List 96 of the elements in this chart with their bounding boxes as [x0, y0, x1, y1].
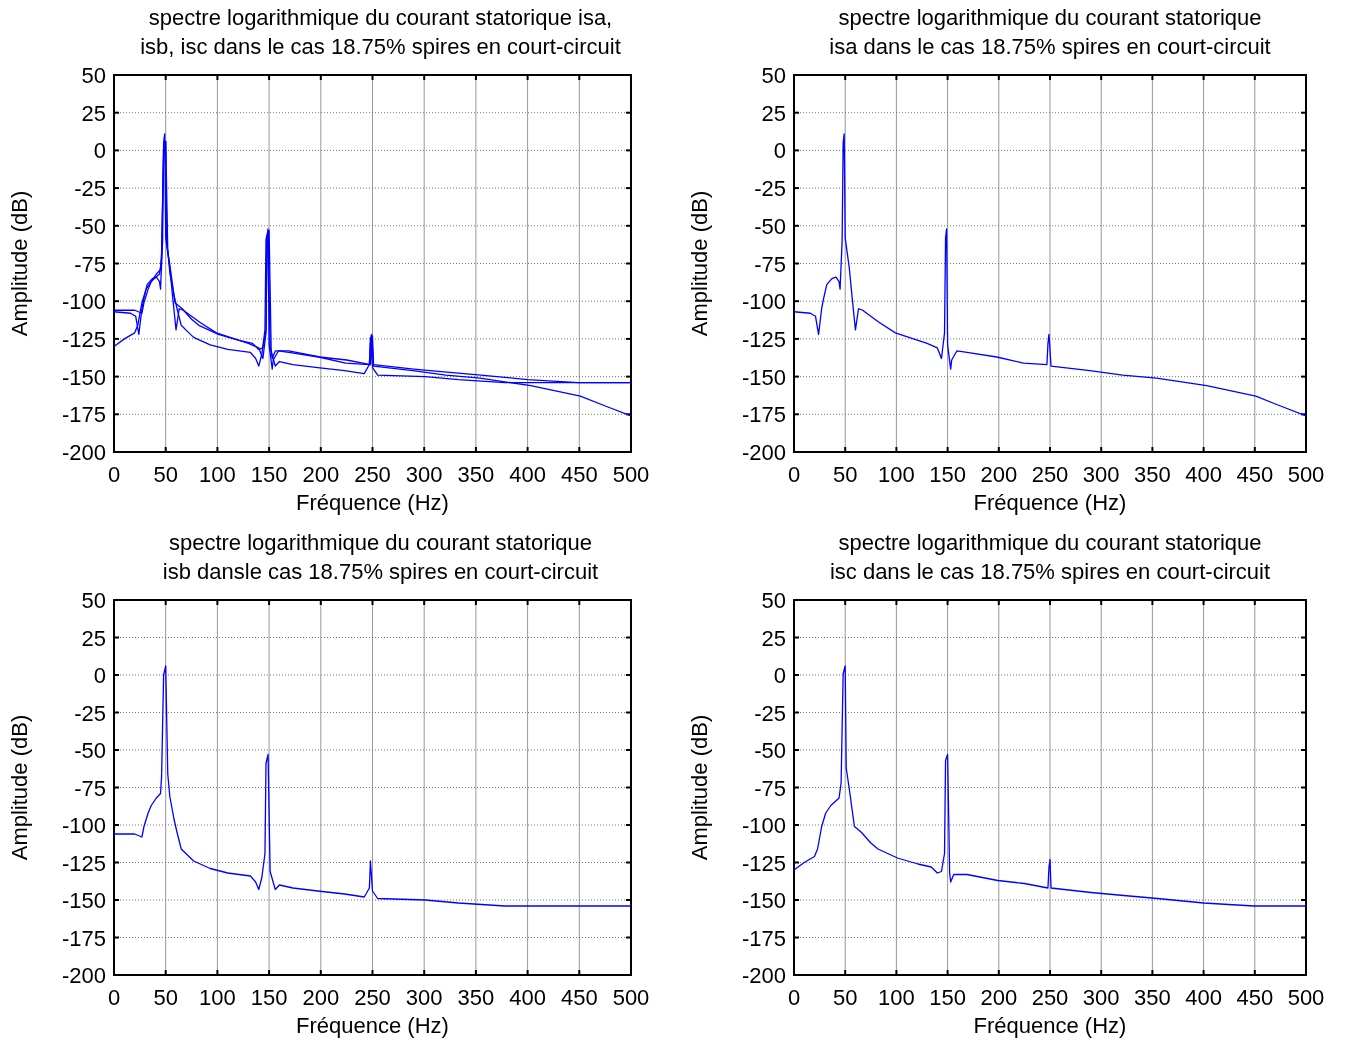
y-axis-title: Amplitude (dB)	[7, 190, 32, 337]
x-tick-label: 250	[354, 985, 391, 1010]
x-tick-label: 50	[832, 462, 858, 487]
y-tick-label: -50	[74, 738, 106, 763]
y-tick-label: 25	[761, 625, 786, 651]
chart-title: spectre logarithmique du courant statorique isa dans le cas 18.75% spires en court-circuit	[829, 5, 1271, 59]
y-tick-label: -100	[741, 289, 786, 315]
x-tick-label: 50	[832, 985, 858, 1010]
y-tick-label: -175	[741, 925, 786, 951]
y-axis-title: Amplitude (dB)	[687, 714, 712, 861]
y-tick-label: 0	[93, 138, 106, 164]
x-tick-label: 300	[1082, 985, 1120, 1010]
x-tick-label: 350	[457, 985, 495, 1010]
x-tick-label: 200	[302, 985, 340, 1010]
x-tick-label: 100	[199, 985, 236, 1010]
x-tick-label: 500	[1287, 462, 1325, 487]
y-tick-label: -25	[754, 700, 786, 726]
x-tick-label: 500	[612, 985, 650, 1010]
x-tick-label: 100	[878, 985, 915, 1010]
x-tick-label: 350	[1134, 462, 1171, 487]
y-tick-label: -100	[61, 813, 106, 838]
y-tick-label: -200	[61, 963, 106, 988]
x-tick-label: 300	[1082, 462, 1120, 487]
y-tick-label: 50	[761, 588, 786, 613]
x-tick-label: 500	[1287, 985, 1325, 1010]
y-tick-label: -75	[754, 251, 786, 277]
y-tick-label: -175	[741, 402, 786, 428]
y-tick-label: -150	[741, 888, 786, 913]
y-tick-label: -125	[741, 326, 786, 352]
x-axis-title: Fréquence (Hz)	[973, 490, 1127, 515]
x-tick-label: 200	[980, 462, 1018, 487]
x-tick-label: 250	[354, 462, 391, 487]
x-tick-label: 500	[612, 462, 650, 487]
y-tick-label: -50	[754, 738, 786, 763]
y-tick-label: -100	[61, 289, 106, 315]
x-tick-label: 100	[199, 462, 236, 487]
x-tick-label: 400	[1185, 985, 1222, 1010]
y-tick-label: -200	[61, 440, 106, 465]
x-tick-label: 450	[1236, 462, 1274, 487]
x-tick-label: 200	[980, 985, 1018, 1010]
x-tick-label: 300	[405, 462, 443, 487]
x-tick-label: 450	[560, 985, 598, 1010]
x-tick-label: 400	[509, 985, 546, 1010]
y-tick-label: -175	[61, 925, 106, 951]
y-tick-label: 50	[761, 63, 786, 88]
y-tick-label: 50	[81, 63, 106, 88]
y-tick-label: -25	[74, 700, 106, 726]
y-tick-label: 25	[81, 625, 106, 651]
x-tick-label: 350	[1134, 985, 1171, 1010]
x-tick-label: 50	[153, 985, 178, 1010]
y-axis-title: Amplitude (dB)	[7, 714, 32, 861]
chart-title: spectre logarithmique du courant statorique isc dans le cas 18.75% spires en court-circuit	[829, 530, 1271, 584]
y-tick-label: -50	[74, 213, 106, 239]
chart-title: spectre logarithmique du courant statorique isa, isb, isc dans le cas 18.75% spires en court-circuit	[140, 5, 621, 59]
x-tick-label: 450	[560, 462, 598, 487]
y-tick-label: 25	[761, 100, 786, 126]
y-tick-label: 25	[81, 100, 106, 126]
x-axis-title: Fréquence (Hz)	[296, 1013, 449, 1038]
x-axis-title: Fréquence (Hz)	[296, 490, 449, 515]
y-tick-label: -125	[61, 850, 106, 876]
y-tick-label: 0	[773, 138, 786, 164]
x-tick-label: 150	[250, 985, 288, 1010]
y-tick-label: -200	[741, 440, 786, 465]
y-axis-title: Amplitude (dB)	[687, 190, 712, 337]
y-tick-label: -75	[754, 775, 786, 801]
x-tick-label: 450	[1236, 985, 1274, 1010]
x-tick-label: 50	[153, 462, 178, 487]
x-tick-label: 350	[457, 462, 495, 487]
y-tick-label: -150	[61, 888, 106, 913]
x-tick-label: 200	[302, 462, 340, 487]
x-tick-label: 300	[405, 985, 443, 1010]
x-tick-label: 250	[1031, 985, 1069, 1010]
x-tick-label: 400	[1185, 462, 1222, 487]
y-tick-label: -75	[74, 251, 106, 277]
y-tick-label: -150	[61, 364, 106, 390]
y-tick-label: -125	[61, 326, 106, 352]
x-tick-label: 100	[878, 462, 915, 487]
y-tick-label: 0	[773, 663, 786, 688]
x-tick-label: 400	[509, 462, 546, 487]
x-tick-label: 150	[929, 462, 966, 487]
y-tick-label: -25	[74, 176, 106, 202]
y-tick-label: 50	[81, 588, 106, 613]
x-tick-label: 150	[929, 985, 966, 1010]
y-tick-label: -200	[741, 963, 786, 988]
y-tick-label: -50	[754, 213, 786, 239]
x-tick-label: 250	[1031, 462, 1069, 487]
y-tick-label: -125	[741, 850, 786, 876]
y-tick-label: -175	[61, 402, 106, 428]
x-tick-label: 150	[250, 462, 288, 487]
y-tick-label: -25	[754, 176, 786, 202]
y-tick-label: -100	[741, 813, 786, 838]
y-tick-label: 0	[93, 663, 106, 688]
x-axis-title: Fréquence (Hz)	[973, 1013, 1127, 1038]
y-tick-label: -75	[74, 775, 106, 801]
chart-title: spectre logarithmique du courant statorique isb dansle cas 18.75% spires en court-circuit	[162, 530, 599, 584]
y-tick-label: -150	[741, 364, 786, 390]
